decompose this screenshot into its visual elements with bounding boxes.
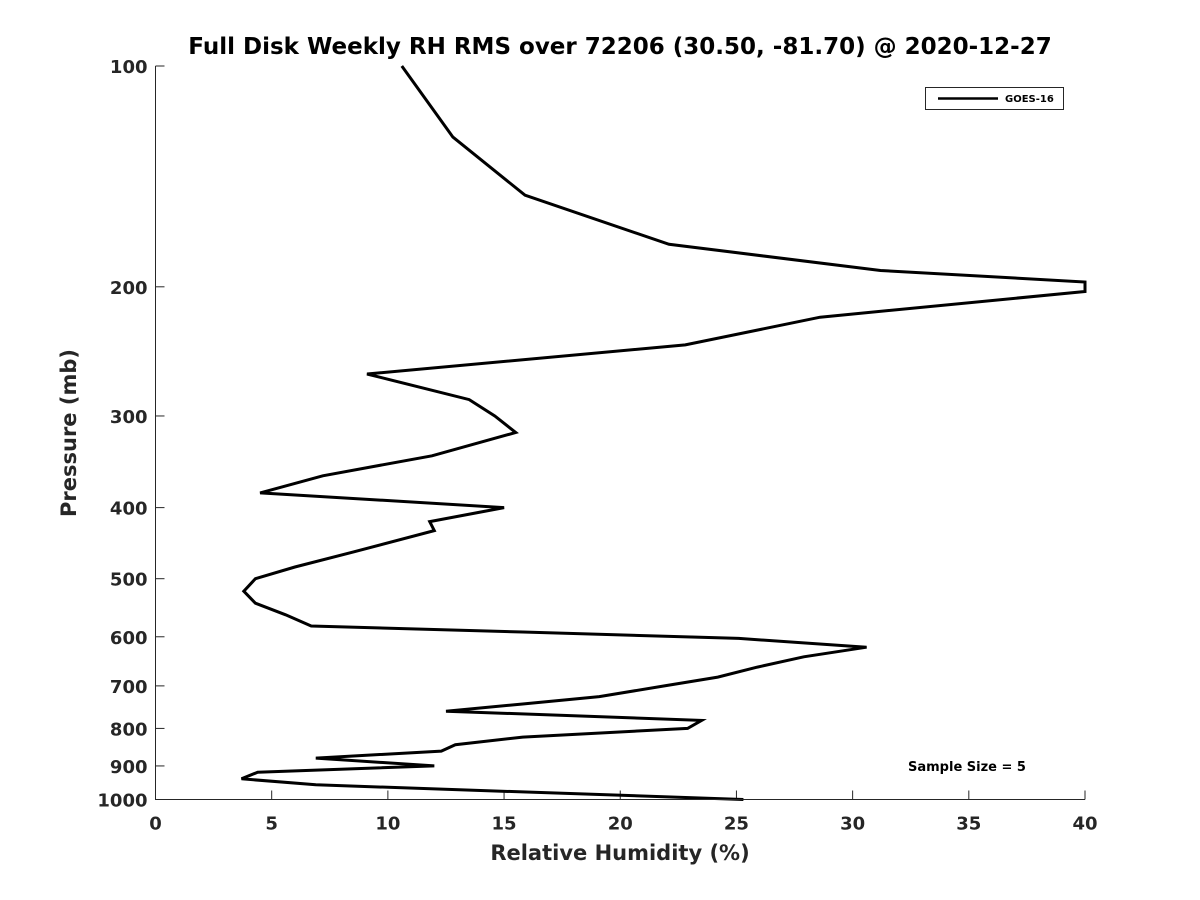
sample-size-annotation: Sample Size = 5 [908, 760, 1026, 775]
y-tick-label: 900 [110, 757, 148, 778]
series-group [240, 65, 1087, 801]
y-tick-label: 200 [110, 278, 148, 299]
y-tick-label: 600 [110, 628, 148, 649]
x-tick-label: 30 [840, 814, 865, 835]
y-tick-label: 700 [110, 677, 148, 698]
x-tick-label: 20 [608, 814, 633, 835]
y-tick-label: 800 [110, 719, 148, 740]
axis-ticks: 0 5 10 15 20 25 30 35 40 100 200 300 400 500 600 700 800… [97, 57, 1097, 835]
x-tick-label: 40 [1072, 814, 1097, 835]
series-line-goes-16 [240, 65, 1087, 801]
x-tick-label: 5 [265, 814, 278, 835]
legend: GOES-16 [925, 87, 1064, 110]
x-tick-label: 35 [956, 814, 981, 835]
legend-label: GOES-16 [1005, 94, 1054, 105]
y-tick-label: 100 [110, 57, 148, 78]
x-tick-label: 15 [492, 814, 517, 835]
x-axis-label: Relative Humidity (%) [490, 841, 749, 865]
y-axis-label: Pressure (mb) [57, 349, 81, 517]
x-tick-label: 0 [149, 814, 162, 835]
x-tick-label: 25 [724, 814, 749, 835]
chart-title: Full Disk Weekly RH RMS over 72206 (30.5… [188, 34, 1051, 60]
x-tick-label: 10 [375, 814, 400, 835]
y-tick-label: 500 [110, 570, 148, 591]
y-tick-label: 300 [110, 407, 148, 428]
y-tick-label: 1000 [97, 791, 147, 812]
y-tick-label: 400 [110, 499, 148, 520]
